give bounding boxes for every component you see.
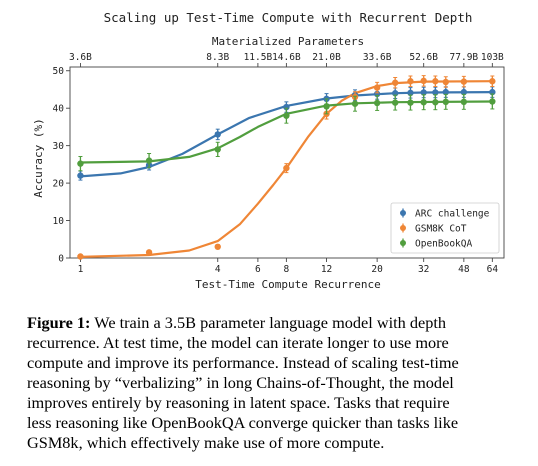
series-curve — [80, 80, 493, 258]
data-point — [442, 88, 449, 96]
data-point — [407, 78, 414, 85]
x-tick-label: 6 — [255, 264, 261, 275]
x-tick-label: 8 — [284, 264, 290, 275]
x-tick-label: 12 — [321, 264, 332, 275]
data-point — [407, 89, 414, 97]
legend: ARC challenge GSM8K CoT OpenBookQA — [390, 202, 500, 254]
data-point — [214, 131, 221, 138]
data-point — [460, 78, 468, 85]
x-tick-label: 1 — [78, 264, 84, 275]
series-curve — [80, 91, 493, 178]
y-tick-label: 30 — [53, 141, 65, 152]
top-tick-label: 8.3B — [206, 52, 229, 63]
figure-caption: Figure 1: We train a 3.5B parameter lang… — [27, 313, 517, 453]
data-point — [283, 164, 290, 172]
y-tick-label: 0 — [58, 254, 64, 265]
data-point — [432, 99, 439, 106]
legend-marker — [400, 240, 406, 246]
y-axis-label: Accuracy (%) — [32, 118, 45, 197]
x-tick-label: 32 — [418, 264, 429, 275]
caption-line: GSM8k, which effectively make use of mor… — [27, 433, 385, 452]
top-tick-label: 14.6B — [272, 52, 301, 63]
data-point — [145, 249, 153, 256]
legend-marker — [400, 225, 406, 231]
series-curve — [80, 100, 493, 164]
data-point — [77, 253, 84, 260]
y-tick-label: 50 — [53, 66, 65, 77]
top-tick-label: 77.9B — [450, 52, 479, 63]
x-tick-label: 64 — [487, 264, 499, 275]
data-point — [432, 89, 439, 96]
data-point — [77, 172, 84, 179]
caption-line: recurrence. At test time, the model can … — [27, 333, 449, 352]
top-tick-label: 52.6B — [409, 52, 438, 63]
x-tick-label: 4 — [215, 264, 221, 275]
chart-title: Scaling up Test-Time Compute with Recurr… — [104, 10, 473, 25]
data-point — [351, 100, 359, 107]
legend-label: ARC challenge — [415, 209, 490, 220]
series-layer — [77, 75, 496, 260]
caption-line: reasoning by “verbalizing” in long Chain… — [27, 373, 454, 392]
data-point — [442, 98, 449, 106]
y-tick-label: 20 — [53, 179, 65, 190]
data-point — [420, 89, 427, 96]
x-tick-label: 20 — [371, 264, 383, 275]
data-point — [407, 99, 414, 106]
top-tick-label: 21.0B — [312, 52, 341, 63]
data-point — [214, 146, 221, 153]
legend-label: OpenBookQA — [415, 239, 472, 250]
top-tick-label: 3.6B — [69, 52, 92, 63]
recurrent-depth-chart: Scaling up Test-Time Compute with Recurr… — [32, 10, 505, 291]
data-point — [214, 243, 221, 250]
data-point — [420, 77, 427, 85]
legend-marker — [400, 210, 406, 216]
data-point — [420, 99, 427, 106]
caption-line: less reasoning like OpenBookQA converge … — [27, 413, 459, 432]
top-tick-label: 103B — [481, 52, 504, 63]
x-axis-label: Test-Time Compute Recurrence — [195, 278, 380, 291]
caption-line: We train a 3.5B parameter language model… — [94, 313, 447, 332]
legend-box — [390, 202, 500, 254]
data-point — [77, 160, 84, 167]
data-point — [391, 99, 399, 106]
data-point — [323, 103, 330, 110]
data-point — [489, 98, 496, 105]
caption-line: compute and improve its performance. Ins… — [27, 353, 459, 372]
data-point — [460, 88, 468, 96]
data-point — [391, 79, 399, 86]
data-point — [442, 78, 449, 86]
data-point — [460, 98, 468, 106]
y-tick-label: 10 — [53, 216, 65, 227]
legend-label: GSM8K CoT — [415, 224, 467, 235]
top-axis-label: Materialized Parameters — [212, 35, 364, 48]
data-point — [432, 78, 439, 85]
top-tick-label: 11.5B — [244, 52, 273, 63]
data-point — [489, 78, 496, 85]
data-point — [283, 112, 290, 119]
data-point — [145, 157, 153, 164]
data-point — [373, 84, 381, 91]
top-tick-label: 33.6B — [363, 52, 392, 63]
data-point — [373, 99, 381, 107]
y-tick-label: 40 — [53, 104, 65, 115]
caption-line: improves entirely by reasoning in latent… — [27, 393, 450, 412]
caption-label: Figure 1: — [27, 313, 91, 332]
x-tick-label: 48 — [458, 264, 470, 275]
